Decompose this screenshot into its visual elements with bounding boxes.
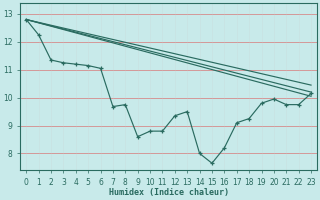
X-axis label: Humidex (Indice chaleur): Humidex (Indice chaleur) (108, 188, 228, 197)
